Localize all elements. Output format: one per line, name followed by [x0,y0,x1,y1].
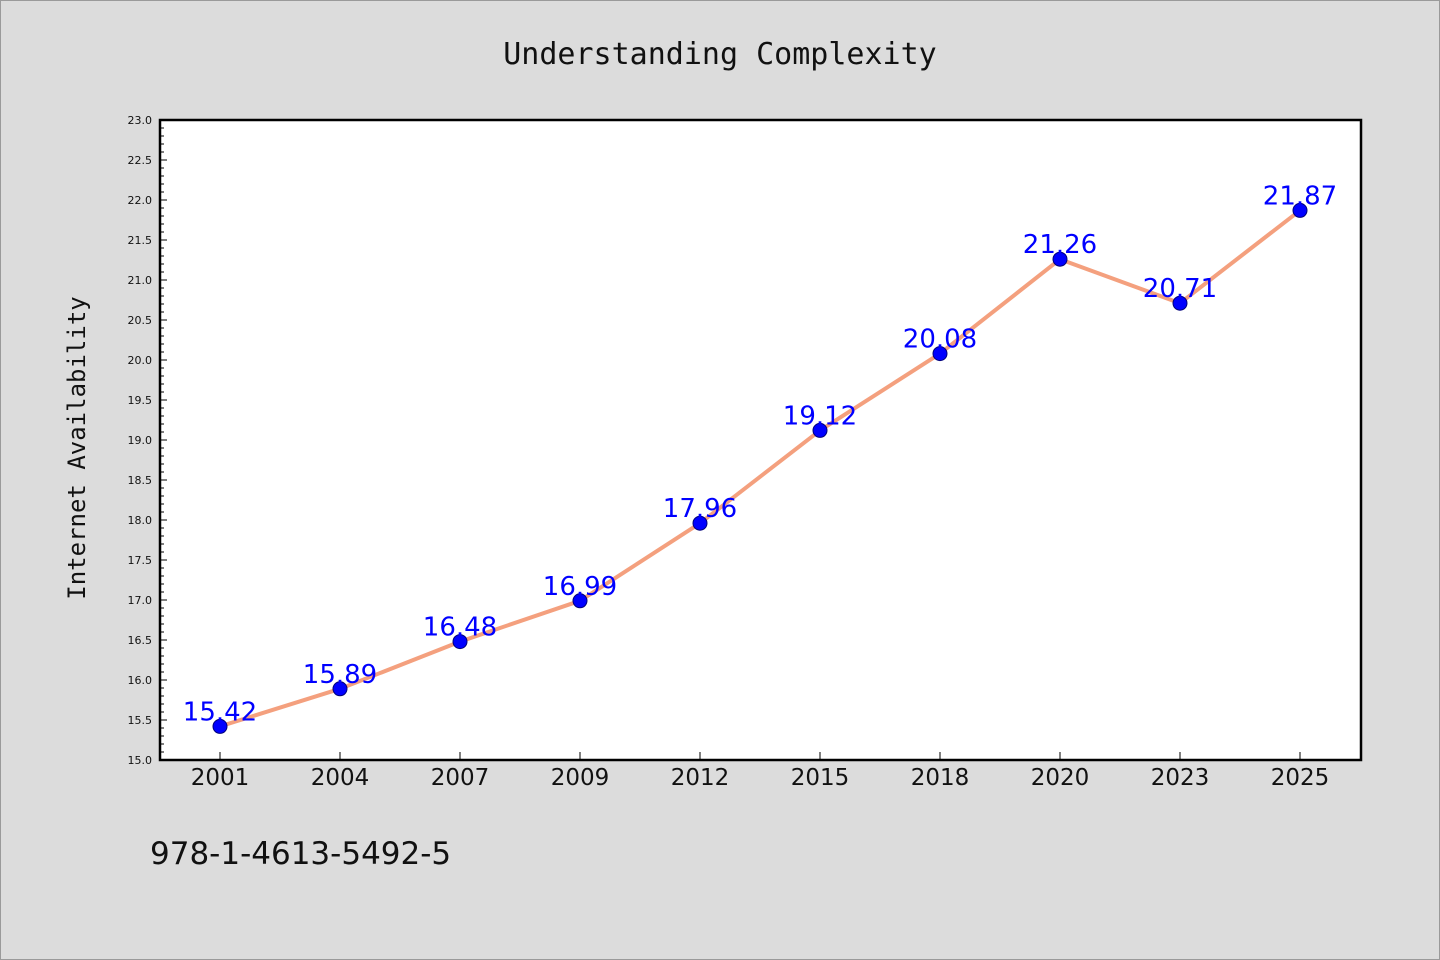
data-point [1172,295,1188,311]
y-tick-label: 20.0 [128,354,153,367]
x-tick-label: 2001 [191,765,250,791]
data-point [812,422,828,438]
x-tick-label: 2025 [1271,765,1330,791]
y-tick-label: 17.5 [128,554,153,567]
x-tick-label: 2020 [1031,765,1090,791]
data-label: 21.26 [1023,230,1097,260]
y-tick-label: 21.5 [128,234,153,247]
data-label: 20.71 [1143,274,1217,304]
y-tick-label: 19.5 [128,394,153,407]
x-tick-label: 2023 [1151,765,1210,791]
y-tick-label: 22.5 [128,154,153,167]
x-tick-label: 2012 [671,765,730,791]
y-tick-label: 21.0 [128,274,153,287]
y-tick-label: 23.0 [128,114,153,127]
data-point [452,634,468,650]
x-tick-label: 2004 [311,765,370,791]
data-label: 16.99 [543,572,617,602]
data-labels: 15.42 15.89 16.48 16.99 17.96 19.12 20.08 21.26… [183,181,1337,727]
data-markers [212,202,1308,734]
data-label: 21.87 [1263,181,1337,211]
x-axis-ticks: 2001 2004 2007 2009 2012 2015 2018 2020 2023 2025 [191,752,1330,791]
isbn-text: 978-1-4613-5492-5 [150,836,451,872]
data-point [692,515,708,531]
y-tick-label: 16.0 [128,674,153,687]
data-point [572,593,588,609]
x-tick-label: 2018 [911,765,970,791]
data-label: 19.12 [783,401,857,431]
data-point [212,718,228,734]
data-point [1292,202,1308,218]
y-tick-label: 20.5 [128,314,153,327]
y-axis-label: Internet Availability [63,296,91,599]
y-axis-ticks: 15.0 15.5 16.0 16.5 17.0 17.5 18.0 18.5 19.0 19.5… [128,114,167,767]
y-tick-label: 18.5 [128,474,153,487]
data-label: 15.89 [303,660,377,690]
series-line [218,208,1302,729]
y-tick-label: 17.0 [128,594,153,607]
data-label: 15.42 [183,697,257,727]
data-label: 16.48 [423,613,497,643]
data-point [332,681,348,697]
plot-border [158,118,1363,762]
series-line-group [218,208,1302,729]
data-point [932,346,948,362]
y-tick-label: 22.0 [128,194,153,207]
x-tick-label: 2015 [791,765,850,791]
y-tick-label: 15.0 [128,754,153,767]
x-tick-label: 2007 [431,765,490,791]
y-tick-label: 18.0 [128,514,153,527]
y-tick-label: 15.5 [128,714,153,727]
data-label: 17.96 [663,494,737,524]
data-point [1052,251,1068,267]
x-tick-label: 2009 [551,765,610,791]
y-tick-label: 16.5 [128,634,153,647]
plot-area [160,120,1361,760]
chart-title: Understanding Complexity [503,37,936,72]
y-tick-label: 19.0 [128,434,153,447]
data-label: 20.08 [903,325,977,355]
